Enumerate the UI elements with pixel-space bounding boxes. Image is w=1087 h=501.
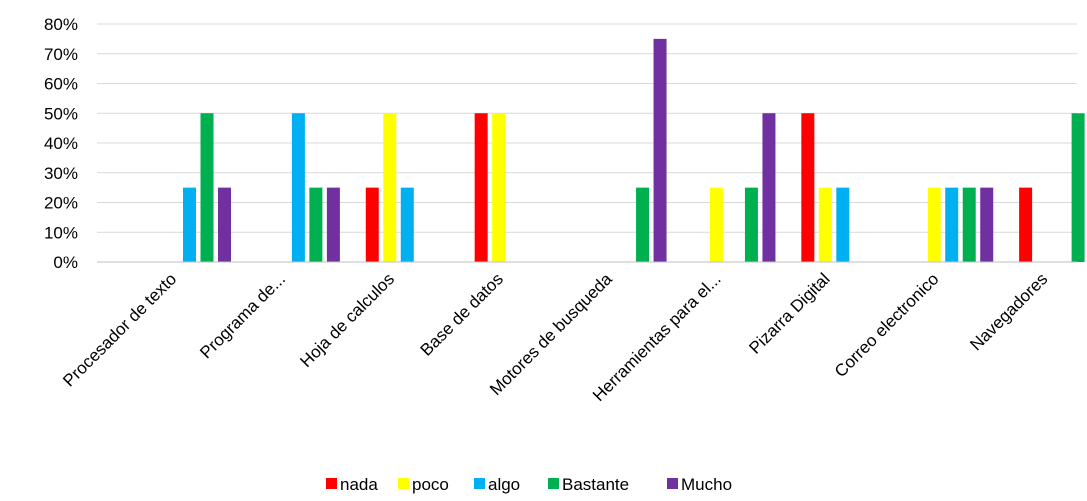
x-axis-labels: Procesador de texto Programa de... Hoja de… xyxy=(59,269,1051,405)
y-tick-label: 30% xyxy=(44,164,78,183)
bar-nada xyxy=(474,113,488,262)
y-tick-label: 60% xyxy=(44,75,78,94)
x-tick-label: Hoja de calculos xyxy=(296,269,398,371)
legend-swatch-poco xyxy=(398,478,409,489)
y-tick-label: 10% xyxy=(44,223,78,242)
y-axis-ticks: 0% 10% 20% 30% 40% 50% 60% 70% 80% xyxy=(44,15,78,272)
bar-bastante xyxy=(744,187,758,262)
legend-swatch-bastante xyxy=(548,478,559,489)
x-tick-label: Pizarra Digital xyxy=(745,269,833,357)
legend-label: nada xyxy=(340,475,378,494)
bar-bastante xyxy=(1071,113,1085,262)
bar-mucho xyxy=(762,113,776,262)
legend-label: poco xyxy=(412,475,449,494)
bar-algo xyxy=(183,187,196,262)
x-tick-label: Programa de... xyxy=(196,269,289,362)
bar-algo xyxy=(945,187,959,262)
bar-algo xyxy=(291,113,305,262)
x-tick-label: Herramientas para el... xyxy=(589,269,725,405)
legend-swatch-mucho xyxy=(667,478,678,489)
bar-mucho xyxy=(653,38,667,262)
bar-poco xyxy=(927,187,941,262)
bar-bastante xyxy=(636,187,650,262)
bar-bastante xyxy=(200,113,214,262)
y-tick-label: 80% xyxy=(44,15,78,34)
x-tick-label: Correo electronico xyxy=(831,269,943,381)
bar-poco xyxy=(492,113,506,262)
bar-algo xyxy=(400,187,414,262)
y-tick-label: 70% xyxy=(44,45,78,64)
bar-nada xyxy=(1019,187,1033,262)
gridlines xyxy=(97,23,1077,233)
y-tick-label: 50% xyxy=(44,104,78,123)
bar-mucho xyxy=(218,187,231,262)
bar-nada xyxy=(801,113,815,262)
y-tick-label: 40% xyxy=(44,134,78,153)
bar-poco xyxy=(709,187,723,262)
bars xyxy=(183,38,1085,262)
y-tick-label: 20% xyxy=(44,194,78,213)
legend: nada poco algo Bastante Mucho xyxy=(326,475,732,494)
legend-swatch-algo xyxy=(474,478,485,489)
x-tick-label: Procesador de texto xyxy=(59,269,180,390)
bar-poco xyxy=(383,113,397,262)
x-tick-label: Base de datos xyxy=(417,269,507,359)
legend-label: Mucho xyxy=(681,475,732,494)
legend-swatch-nada xyxy=(326,478,337,489)
x-tick-label: Motores de busqueda xyxy=(486,269,616,399)
bar-mucho xyxy=(326,187,340,262)
bar-algo xyxy=(836,187,850,262)
y-tick-label: 0% xyxy=(53,253,78,272)
bar-poco xyxy=(818,187,832,262)
bar-bastante xyxy=(309,187,323,262)
bar-mucho xyxy=(980,187,994,262)
legend-label: algo xyxy=(488,475,520,494)
bar-nada xyxy=(365,187,379,262)
bar-bastante xyxy=(962,187,976,262)
legend-label: Bastante xyxy=(562,475,629,494)
x-tick-label: Navegadores xyxy=(966,269,1051,354)
